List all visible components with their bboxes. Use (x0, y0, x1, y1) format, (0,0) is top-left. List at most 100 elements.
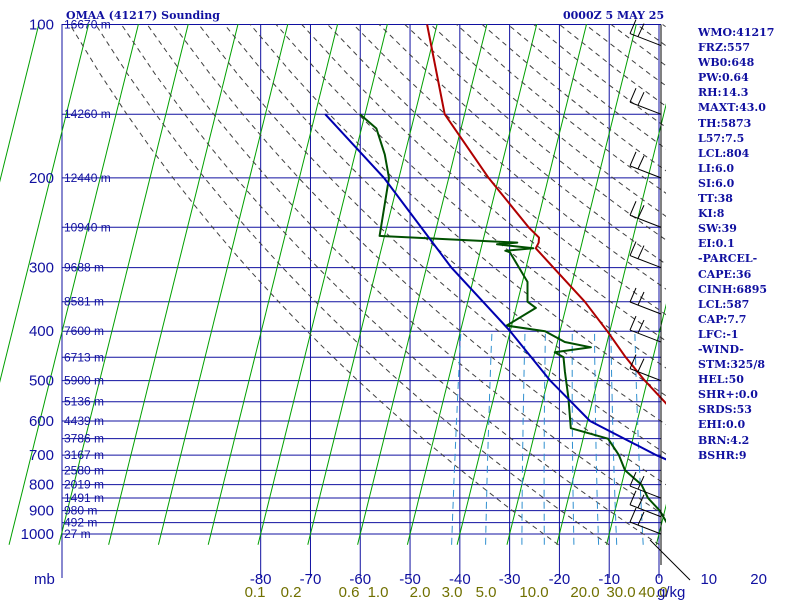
mixing-ratio-line (485, 331, 493, 545)
stability-index-item: LCL:804 (698, 146, 750, 160)
wind-barb-shaft (629, 214, 662, 228)
height-label: 492 m (64, 516, 97, 530)
height-label: 4439 m (64, 414, 104, 428)
stability-index-item: CAPE:36 (698, 267, 752, 281)
wind-barb-flag (637, 494, 645, 508)
stability-index-item: WMO:41217 (698, 26, 775, 39)
wind-barb-flag (629, 151, 637, 167)
wind-barb-shaft (629, 485, 662, 499)
wind-barb-flag (637, 319, 645, 334)
mixing-ratio-label: 10.0 (519, 584, 548, 600)
isotherm-line (207, 24, 339, 545)
mixing-ratio-label: 2.0 (410, 584, 431, 600)
height-label: 5136 m (64, 395, 104, 409)
mixing-ratio-line (571, 331, 575, 545)
temperature-tick-label: -20 (549, 571, 571, 588)
isotherm-line (307, 24, 438, 545)
temperature-tick-label: -70 (300, 571, 322, 588)
mixing-ratio-line (610, 331, 618, 545)
temperature-gridlines (61, 24, 660, 578)
wind-barb-flag (637, 245, 645, 259)
isotherm-line (456, 24, 588, 545)
pressure-label: 500 (29, 373, 54, 390)
isotherm-line (0, 24, 40, 183)
wind-barb (629, 88, 662, 115)
pressure-label: 700 (29, 447, 54, 464)
wind-barb-shaft (629, 255, 662, 269)
isotherm-line (108, 24, 239, 545)
wind-barb-flag (637, 511, 645, 526)
pressure-label: 300 (29, 260, 54, 277)
stability-index-item: SW:39 (698, 222, 737, 236)
wind-barb-flag (637, 23, 645, 37)
mixing-ratio-label: 1.0 (368, 584, 389, 600)
mixing-ratio-label: 30.0 (606, 584, 635, 600)
pressure-label: 100 (29, 17, 54, 34)
mixing-ratio-line (634, 331, 644, 545)
stability-index-item: EI:0.1 (698, 237, 735, 251)
isotherm-line (556, 103, 666, 545)
dry-adiabat-line (378, 24, 666, 265)
temperature-tick-label: 10 (700, 571, 717, 588)
isotherm-line (58, 24, 189, 545)
height-label: 9688 m (64, 261, 104, 275)
height-label: 5900 m (64, 374, 104, 388)
temperature-tick-label: -30 (499, 571, 521, 588)
height-label: 14260 m (64, 107, 111, 121)
wind-barb-shaft (629, 301, 662, 315)
stability-index-item: LCL:587 (698, 297, 750, 311)
temperature-tick-label: 0 (655, 571, 663, 588)
parcel-path-line (324, 113, 666, 461)
stability-index-item: EHI:0.0 (698, 418, 746, 432)
dry-adiabat-line (249, 24, 666, 397)
isotherm-line (0, 24, 90, 383)
wind-barb (629, 490, 662, 518)
temperature-tick-label: -50 (399, 571, 421, 588)
wind-barb (629, 241, 662, 269)
mixing-ratio-line (594, 331, 600, 545)
stability-index-item: CAP:7.7 (698, 312, 747, 326)
wind-barb (629, 19, 662, 47)
pressure-label: 600 (29, 413, 54, 430)
wind-barb-shaft (629, 165, 662, 179)
wind-barb-shaft (629, 101, 662, 115)
pressure-unit-label: mb (34, 571, 55, 588)
wind-barb (629, 287, 662, 315)
temperature-tick-label: -10 (598, 571, 620, 588)
wind-barb-flag (637, 475, 645, 490)
temperature-profile-line (426, 24, 666, 405)
wind-barb (629, 201, 662, 228)
height-label: 1491 m (64, 491, 104, 505)
mixing-ratio-line (451, 331, 462, 545)
height-label: 2019 m (64, 478, 104, 492)
chart-title: OMAA (41217) Sounding (66, 9, 220, 22)
height-labels: 16670 m 14260 m 12440 m 10940 m 9688 m 8581 m… (64, 18, 111, 542)
corner-diagonal-line (649, 539, 691, 581)
dewpoint-profile-line (359, 113, 666, 524)
mixing-ratio-label: 0.6 (339, 584, 360, 600)
height-label: 27 m (64, 527, 91, 541)
isotherm-line (606, 303, 666, 545)
stability-index-item: SRDS:53 (698, 403, 752, 417)
stability-index-item: TH:5873 (698, 116, 752, 130)
isotherm-lines (0, 24, 666, 545)
dry-adiabat-line (224, 24, 666, 426)
temperature-tick-label: -40 (449, 571, 471, 588)
dry-adiabat-line (275, 24, 666, 369)
wind-barb-flag (629, 354, 637, 369)
wind-barb-flag (637, 92, 645, 106)
dry-adiabat-line (120, 24, 660, 546)
isotherm-line (506, 24, 637, 545)
pressure-label: 1000 (21, 526, 54, 543)
mixing-ratio-label: 0.2 (281, 584, 302, 600)
stability-index-item: TT:38 (698, 192, 733, 206)
wind-barb-flag (637, 358, 645, 372)
wind-barb-flag (637, 291, 645, 306)
stability-index-item: RH:14.3 (698, 86, 749, 100)
temperature-tick-label: 20 (750, 571, 767, 588)
wind-barb-flag (629, 241, 637, 256)
stability-index-item: BRN:4.2 (698, 433, 750, 447)
wind-barb (629, 151, 662, 179)
wind-barb (629, 354, 662, 382)
